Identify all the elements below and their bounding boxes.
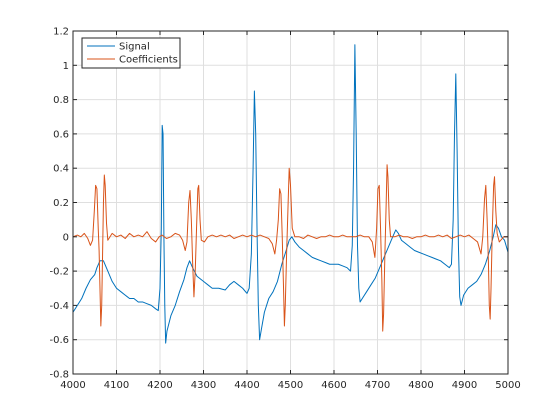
- x-tick-label: 4700: [365, 380, 390, 391]
- y-tick-label: -0.2: [49, 267, 69, 278]
- series-line-signal: [72, 44, 509, 344]
- series-layer: [72, 44, 509, 344]
- x-tick-label: 4600: [321, 380, 346, 391]
- legend: Signal Coefficients: [81, 37, 181, 69]
- x-tick-label: 4500: [278, 380, 303, 391]
- y-tick-label: 0: [63, 232, 69, 243]
- x-tick-label: 4300: [191, 380, 216, 391]
- y-tick-label: -0.4: [49, 301, 69, 312]
- y-tick-label: 0.4: [53, 164, 69, 175]
- x-tick-label: 4400: [234, 380, 259, 391]
- x-tick-label: 4800: [408, 380, 433, 391]
- x-tick-label: 4100: [104, 380, 129, 391]
- y-tick-label: -0.8: [49, 370, 69, 381]
- y-tick-label: 0.2: [53, 198, 69, 209]
- y-tick-label: 1.2: [53, 27, 69, 38]
- x-tick-label: 4900: [452, 380, 477, 391]
- x-tick-label: 5000: [495, 380, 520, 391]
- y-tick-label: 1: [63, 61, 69, 72]
- x-tick-label: 4000: [60, 380, 85, 391]
- legend-label: Coefficients: [119, 55, 178, 66]
- series-line-coefficients: [72, 164, 508, 332]
- x-tick-label: 4200: [147, 380, 172, 391]
- legend-box: [81, 37, 181, 69]
- legend-label: Signal: [119, 42, 150, 53]
- axis-ticks: 4000 4100 4200 4300 4400 4500 4600 4700 4800 4900…: [49, 27, 520, 392]
- y-tick-label: 0.8: [53, 95, 69, 106]
- y-tick-label: -0.6: [49, 335, 69, 346]
- y-tick-label: 0.6: [53, 129, 69, 140]
